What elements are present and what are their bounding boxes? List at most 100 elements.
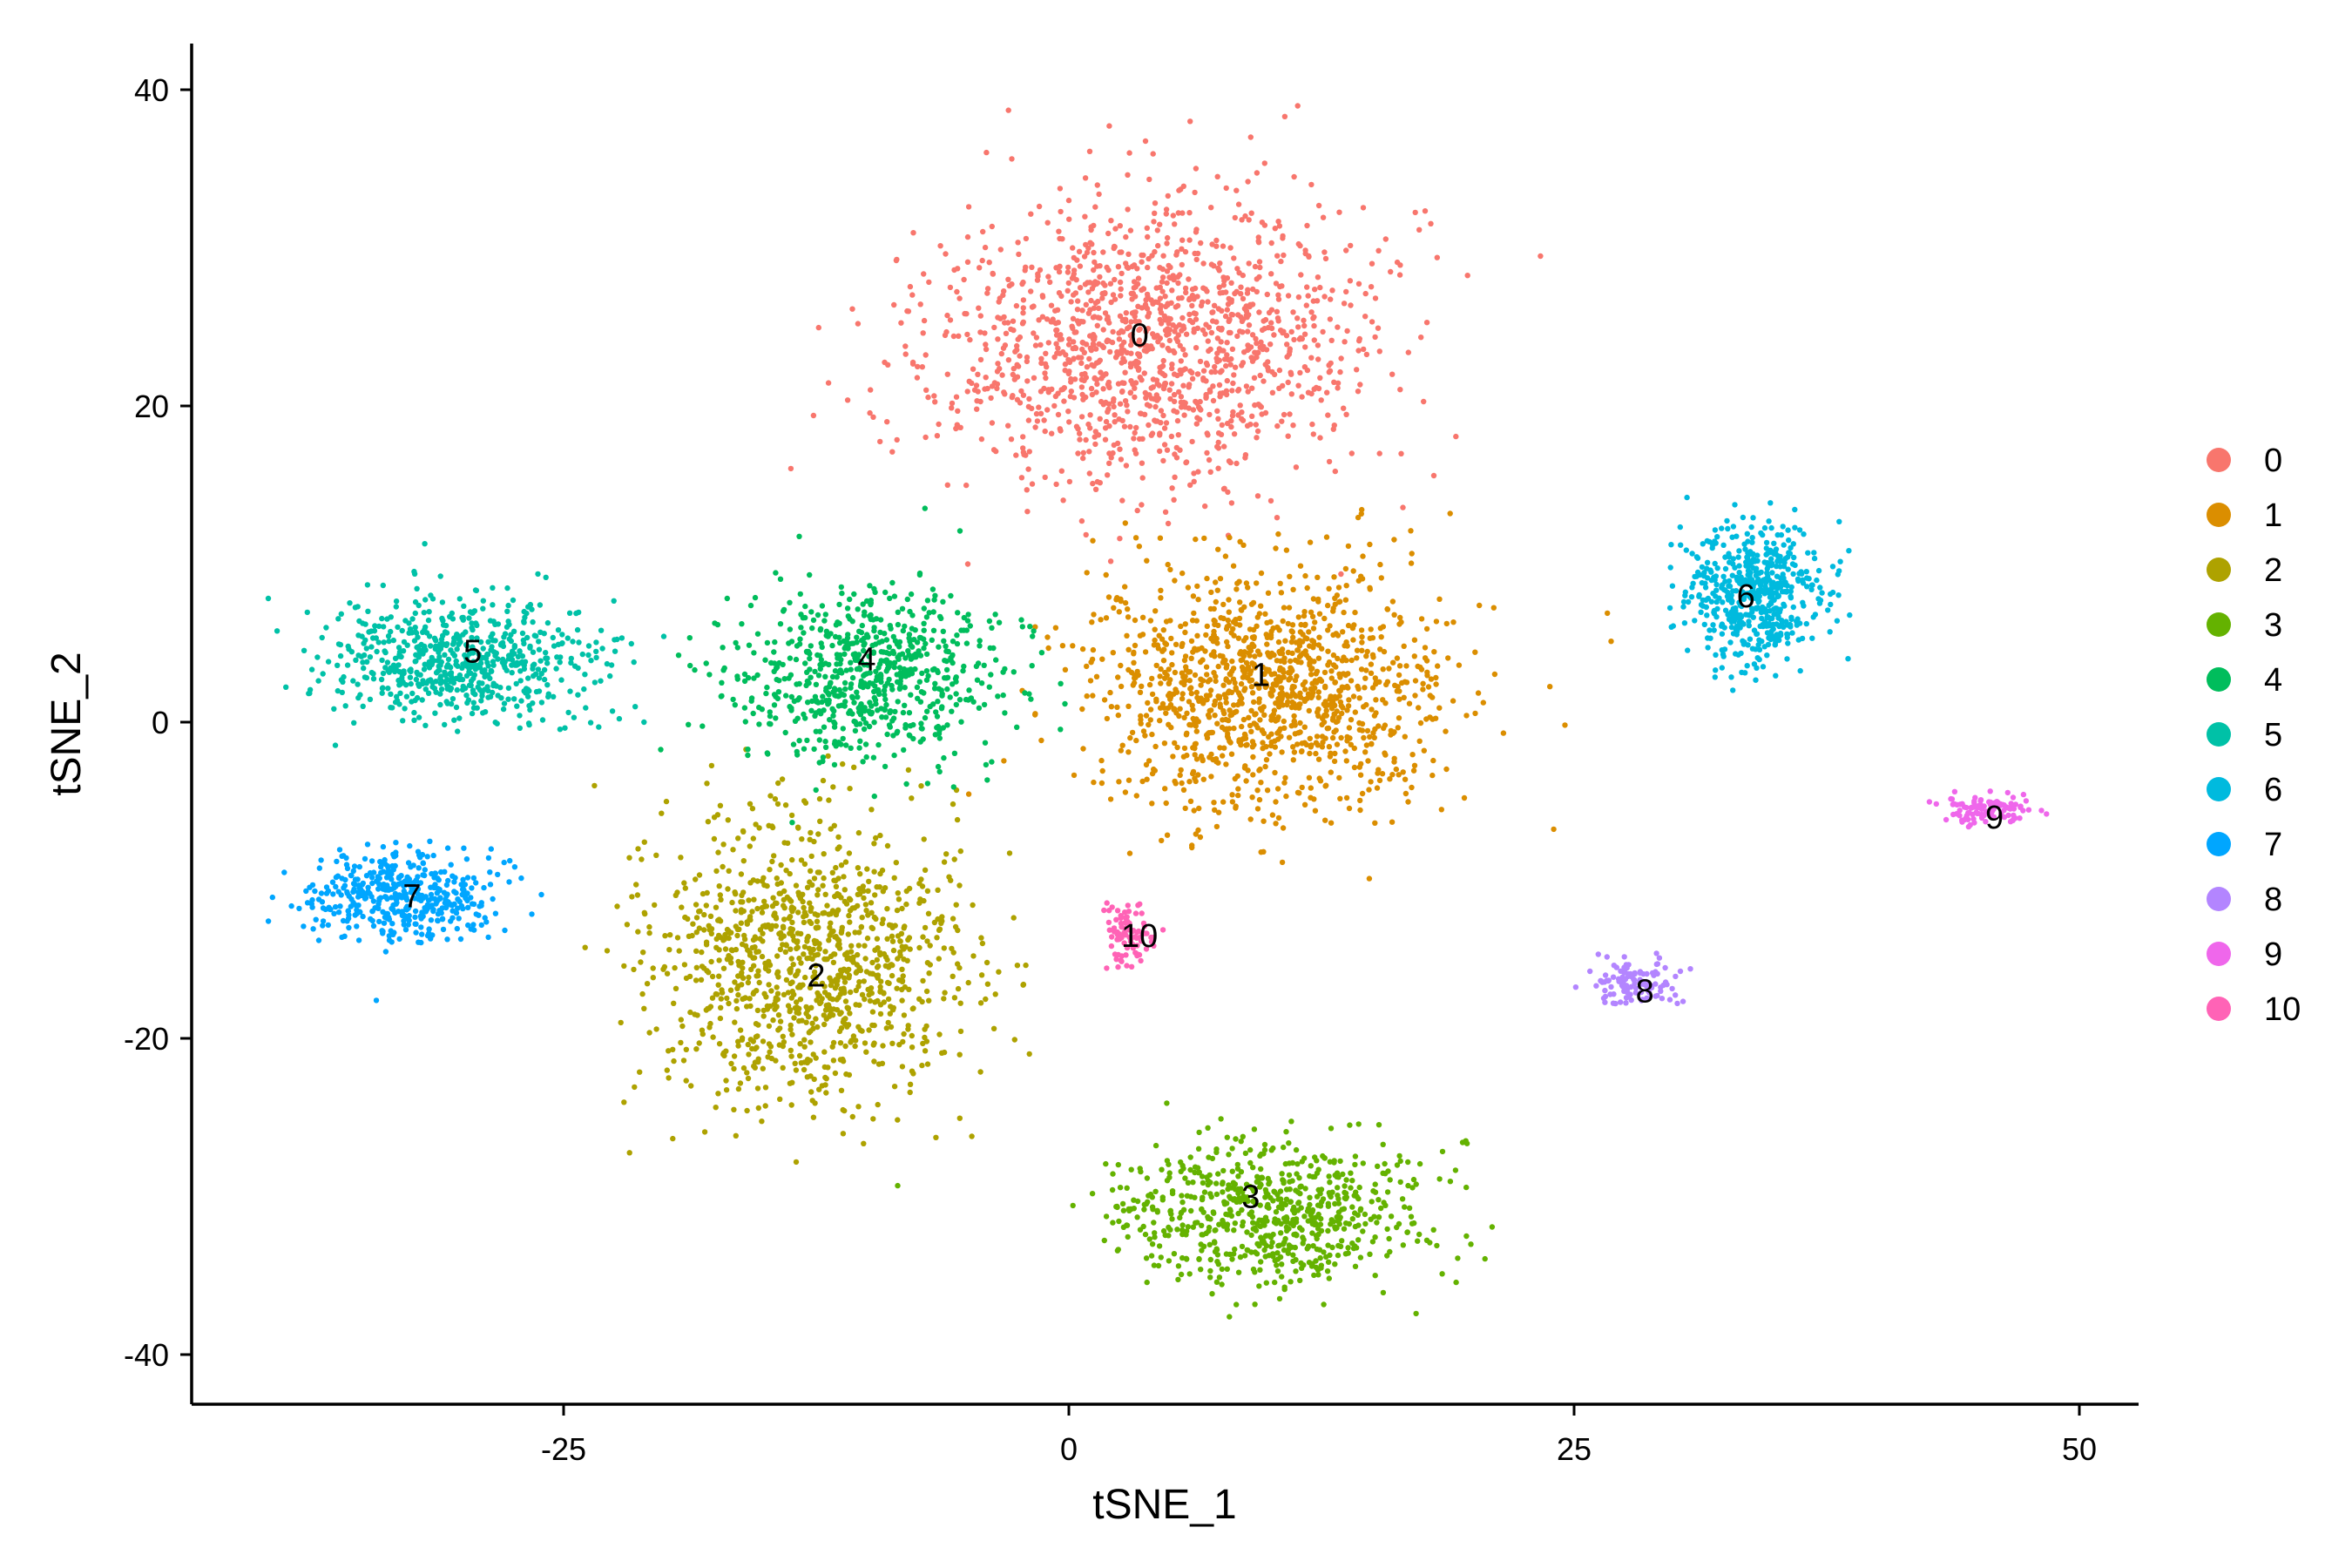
data-point: [936, 956, 943, 962]
data-point: [957, 1028, 964, 1035]
data-point: [1198, 1267, 1204, 1273]
data-point: [899, 1064, 906, 1070]
data-point: [866, 708, 872, 714]
data-point: [996, 969, 1002, 975]
data-point: [1230, 409, 1236, 416]
data-point: [1044, 220, 1051, 226]
data-point: [1368, 284, 1375, 290]
data-point: [1276, 1295, 1283, 1302]
data-point: [1190, 407, 1197, 413]
data-point: [1149, 691, 1156, 698]
data-point: [734, 645, 740, 651]
data-point: [735, 1085, 742, 1092]
data-point: [629, 894, 635, 900]
data-point: [1375, 770, 1381, 776]
data-point: [1340, 705, 1346, 711]
data-point: [1053, 327, 1059, 334]
data-point: [1316, 1247, 1323, 1253]
data-point: [1265, 1201, 1271, 1208]
data-point: [1271, 671, 1278, 677]
data-point: [766, 1041, 773, 1047]
data-point: [783, 693, 789, 699]
data-point: [1237, 693, 1243, 699]
data-point: [1247, 134, 1254, 140]
data-point: [1310, 315, 1316, 321]
data-point: [1249, 744, 1256, 750]
data-point: [591, 782, 598, 789]
data-point: [833, 622, 840, 628]
data-point: [854, 689, 860, 695]
data-point: [1312, 619, 1318, 625]
data-point: [1463, 1184, 1470, 1191]
data-point: [1343, 794, 1350, 801]
data-point: [1332, 595, 1338, 601]
data-point: [878, 649, 884, 655]
data-point: [1332, 693, 1338, 700]
data-point: [1179, 1209, 1185, 1216]
data-point: [907, 283, 914, 290]
data-point: [1258, 339, 1264, 345]
data-point: [1065, 280, 1072, 287]
data-point: [1191, 329, 1197, 335]
data-point: [773, 666, 780, 672]
data-point: [1331, 422, 1338, 429]
data-point: [1077, 436, 1083, 443]
data-point: [880, 889, 886, 895]
data-point: [1166, 1258, 1173, 1264]
data-point: [1125, 749, 1132, 755]
data-point: [852, 929, 858, 936]
data-point: [1109, 1186, 1116, 1193]
data-point: [1223, 700, 1229, 706]
data-point: [745, 1041, 751, 1048]
data-point: [1114, 440, 1121, 447]
data-point: [1368, 626, 1374, 632]
data-point: [1090, 332, 1097, 338]
data-point: [1179, 237, 1186, 243]
data-point: [1164, 447, 1171, 453]
data-point: [1085, 280, 1091, 286]
data-point: [801, 919, 808, 926]
data-point: [808, 868, 814, 874]
data-point: [1166, 666, 1172, 672]
data-point: [1224, 340, 1230, 346]
data-point: [1316, 634, 1322, 640]
data-point: [1191, 610, 1197, 617]
data-point: [717, 934, 724, 941]
data-point: [730, 847, 736, 853]
data-point: [1125, 606, 1131, 612]
data-point: [1114, 1203, 1120, 1210]
data-point: [1127, 227, 1134, 233]
data-point: [1389, 772, 1396, 778]
data-point: [1363, 351, 1370, 358]
data-point: [1141, 1206, 1147, 1213]
data-point: [926, 997, 932, 1004]
data-point: [767, 713, 774, 720]
data-point: [1168, 381, 1175, 387]
data-point: [813, 710, 819, 716]
data-point: [1024, 487, 1031, 493]
data-point: [1265, 650, 1271, 656]
data-point: [821, 724, 828, 730]
data-point: [1172, 778, 1178, 785]
data-point: [1228, 1213, 1235, 1220]
data-point: [1038, 355, 1044, 362]
data-point: [1182, 404, 1188, 410]
data-point: [1132, 429, 1138, 436]
data-point: [1301, 1155, 1308, 1161]
data-point: [1224, 352, 1230, 358]
data-point: [836, 945, 843, 951]
data-point: [1280, 235, 1286, 241]
data-point: [1137, 632, 1144, 639]
data-point: [1167, 618, 1173, 624]
data-point: [1088, 385, 1095, 392]
data-point: [1066, 216, 1072, 222]
data-point: [704, 781, 710, 787]
data-point: [1084, 249, 1091, 256]
data-point: [1229, 1256, 1235, 1262]
data-point: [751, 896, 757, 902]
data-point: [734, 676, 740, 682]
data-point: [735, 991, 741, 998]
data-point: [1010, 318, 1017, 324]
data-point: [1119, 497, 1125, 504]
data-point: [1432, 715, 1439, 721]
